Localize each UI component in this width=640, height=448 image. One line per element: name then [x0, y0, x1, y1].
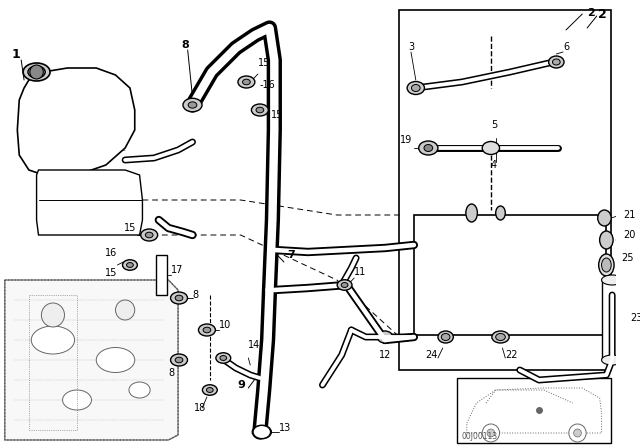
- Ellipse shape: [220, 356, 227, 361]
- Circle shape: [573, 429, 581, 437]
- Text: 11: 11: [354, 267, 367, 277]
- Ellipse shape: [598, 210, 611, 226]
- Ellipse shape: [28, 66, 45, 78]
- Ellipse shape: [243, 79, 250, 85]
- Ellipse shape: [238, 76, 255, 88]
- Ellipse shape: [602, 258, 611, 272]
- Circle shape: [482, 424, 500, 442]
- Ellipse shape: [253, 426, 271, 439]
- Text: 24: 24: [426, 350, 438, 360]
- Text: 16: 16: [105, 248, 117, 258]
- Ellipse shape: [602, 275, 623, 285]
- Text: 20: 20: [624, 230, 636, 240]
- Ellipse shape: [496, 333, 506, 340]
- Text: 12: 12: [379, 350, 391, 360]
- Ellipse shape: [183, 98, 202, 112]
- Ellipse shape: [602, 355, 623, 365]
- Text: 18: 18: [194, 403, 206, 413]
- Text: 25: 25: [621, 253, 634, 263]
- Ellipse shape: [23, 63, 50, 81]
- Ellipse shape: [424, 145, 433, 151]
- Text: 2: 2: [598, 8, 607, 21]
- Ellipse shape: [216, 353, 230, 363]
- Ellipse shape: [482, 142, 500, 155]
- Ellipse shape: [96, 348, 135, 372]
- Text: 23: 23: [630, 313, 640, 323]
- Text: 19: 19: [400, 135, 412, 145]
- Text: 8: 8: [168, 368, 174, 378]
- Polygon shape: [17, 68, 135, 178]
- Circle shape: [569, 424, 586, 442]
- Ellipse shape: [600, 231, 613, 249]
- Ellipse shape: [496, 206, 506, 220]
- Ellipse shape: [129, 382, 150, 398]
- Ellipse shape: [337, 280, 352, 290]
- Ellipse shape: [63, 390, 92, 410]
- Ellipse shape: [175, 357, 183, 363]
- Text: 21: 21: [624, 210, 636, 220]
- Text: 9: 9: [237, 380, 245, 390]
- Bar: [414, 215, 606, 335]
- Ellipse shape: [466, 204, 477, 222]
- Ellipse shape: [492, 331, 509, 343]
- Text: 22: 22: [506, 350, 518, 360]
- Ellipse shape: [175, 295, 183, 301]
- Ellipse shape: [442, 333, 450, 340]
- Ellipse shape: [438, 331, 453, 343]
- Text: 4: 4: [491, 160, 497, 170]
- Ellipse shape: [141, 229, 157, 241]
- Ellipse shape: [170, 292, 188, 304]
- Text: 7: 7: [287, 250, 294, 260]
- Text: 15: 15: [105, 268, 117, 278]
- Ellipse shape: [127, 263, 133, 267]
- Text: 17: 17: [172, 265, 184, 275]
- Ellipse shape: [31, 326, 75, 354]
- Text: 15: 15: [124, 223, 137, 233]
- Text: 13: 13: [279, 423, 291, 433]
- Polygon shape: [36, 170, 143, 235]
- Ellipse shape: [341, 283, 348, 288]
- Ellipse shape: [198, 324, 216, 336]
- Circle shape: [115, 300, 135, 320]
- Circle shape: [42, 303, 65, 327]
- Text: 00J00113: 00J00113: [462, 432, 498, 441]
- Ellipse shape: [145, 232, 153, 238]
- Text: 8: 8: [193, 290, 198, 300]
- Text: 10: 10: [220, 320, 232, 330]
- Ellipse shape: [202, 385, 217, 395]
- Ellipse shape: [552, 59, 560, 65]
- Ellipse shape: [252, 425, 271, 439]
- Text: 15: 15: [271, 110, 284, 120]
- Text: 6: 6: [563, 42, 569, 52]
- Ellipse shape: [378, 331, 393, 343]
- Text: 3: 3: [408, 42, 414, 52]
- Circle shape: [30, 65, 44, 79]
- Bar: [457, 378, 611, 443]
- Ellipse shape: [598, 254, 614, 276]
- Polygon shape: [5, 280, 178, 440]
- Text: 2: 2: [587, 8, 595, 18]
- Ellipse shape: [188, 102, 197, 108]
- Ellipse shape: [412, 85, 420, 91]
- Bar: [602, 280, 623, 360]
- Bar: [156, 255, 168, 295]
- Ellipse shape: [207, 388, 213, 392]
- Ellipse shape: [419, 141, 438, 155]
- Text: 1: 1: [12, 48, 20, 61]
- Ellipse shape: [170, 354, 188, 366]
- Ellipse shape: [252, 104, 268, 116]
- Ellipse shape: [407, 82, 424, 95]
- Ellipse shape: [548, 56, 564, 68]
- Text: -16: -16: [260, 80, 276, 90]
- Ellipse shape: [203, 327, 211, 333]
- Bar: [399, 10, 611, 370]
- Text: 5: 5: [491, 120, 497, 130]
- Ellipse shape: [257, 429, 266, 435]
- Circle shape: [487, 429, 495, 437]
- Text: 14: 14: [248, 340, 260, 350]
- Ellipse shape: [122, 260, 138, 270]
- Text: 15: 15: [258, 58, 270, 68]
- Text: 8: 8: [181, 40, 189, 50]
- Ellipse shape: [256, 107, 264, 113]
